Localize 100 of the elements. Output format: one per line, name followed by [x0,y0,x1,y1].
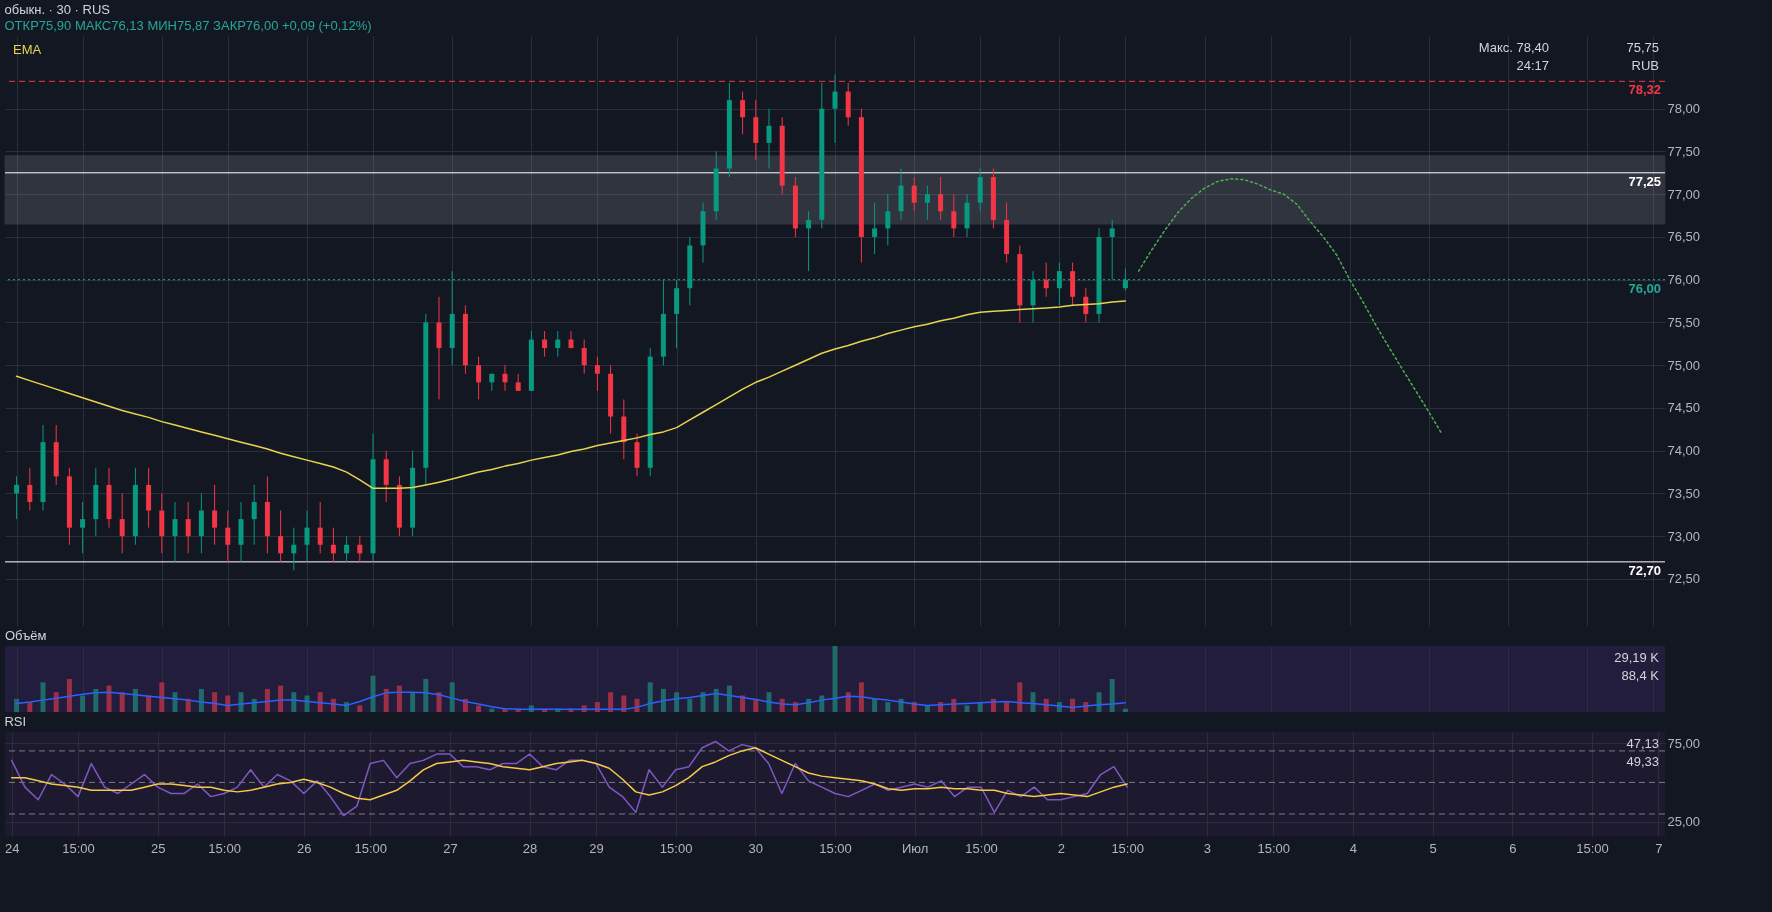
candlestick [581,339,587,375]
x-tick-label: 28 [522,840,538,856]
bar [198,688,204,712]
candlestick [568,330,574,349]
x-tick-label: 27 [443,840,458,856]
candlestick [476,356,482,400]
chart-title: Объём [5,628,47,643]
bar [726,685,732,712]
candlestick [542,330,548,358]
bar [106,685,112,712]
candlestick [1109,219,1115,281]
ref-line-label: 76,00 [1628,280,1661,296]
x-tick-label: 15:00 [208,840,241,856]
y-tick-label: 73,50 [1667,485,1701,501]
candlestick [924,185,930,221]
y-tick-label: 75,00 [1667,735,1701,751]
bar [1109,679,1115,712]
bar [396,685,402,712]
bar [766,692,772,712]
candlestick [357,535,363,563]
candlestick [1056,262,1062,306]
x-tick-label: 15:00 [659,840,693,856]
x-tick-label: 24 [4,840,20,856]
y-tick-label: 77,50 [1667,143,1701,159]
bar [423,679,429,712]
annotation: 49,33 [1626,754,1659,769]
x-tick-label: 26 [297,840,312,856]
x-tick-label: 4 [1349,840,1358,856]
candlestick [1122,268,1128,292]
line-series [10,747,1128,801]
x-tick-label: 5 [1429,840,1437,856]
y-tick-label: 25,00 [1667,814,1701,830]
bar [80,695,86,712]
chart-title: обыкн. · 30 · RUS [4,2,111,17]
bar [713,688,719,712]
y-tick-label: 75,50 [1667,314,1701,330]
candlestick [291,527,297,571]
annotation: 47,13 [1626,736,1659,751]
x-tick-label: 15:00 [1576,840,1609,856]
bar [858,682,864,712]
line-series [1137,178,1443,436]
x-tick-label: 2 [1057,840,1065,856]
bar [872,698,878,712]
bar [845,692,851,712]
line-series [10,740,1128,817]
x-tick-label: 29 [589,840,604,856]
bar [594,702,600,712]
candlestick [172,501,178,563]
annotation: RUB [1631,58,1659,73]
bar [660,688,666,712]
ref-line-label: 72,70 [1628,562,1661,578]
x-tick-label: 30 [748,840,764,856]
candlestick [911,176,917,212]
bar [291,692,297,712]
bar [449,682,455,712]
candlestick [212,484,218,546]
candlestick [1043,262,1049,298]
bar [1004,702,1010,712]
bar [964,705,970,712]
bar [66,679,72,712]
annotation: 24:17 [1516,58,1549,73]
text: EMA [13,42,42,57]
bar [476,705,482,712]
candlestick [594,356,600,392]
y-tick-label: 76,50 [1667,229,1701,245]
candlestick [740,91,746,135]
x-tick-label: 6 [1509,840,1517,856]
annotation: 88,4 K [1621,668,1660,683]
candlestick [502,364,508,392]
x-tick-label: 15:00 [1257,840,1291,856]
x-tick-label: 15:00 [62,840,95,856]
y-tick-label: 76,00 [1667,272,1701,288]
bar [93,688,99,712]
candlestick [951,193,957,238]
candlestick [14,475,20,520]
annotation: Макс. 78,40 [1478,40,1549,55]
y-tick-label: 72,50 [1667,571,1701,587]
x-tick-label: Июл [901,840,929,856]
bar [40,682,46,712]
x-tick-label: 15:00 [354,840,387,856]
x-tick-label: 15:00 [1111,840,1144,856]
y-tick-label: 77,00 [1667,186,1701,202]
candlestick [872,202,878,255]
x-tick-label: 3 [1203,840,1211,856]
candlestick [885,193,891,246]
bar [436,692,442,712]
bar [317,692,323,712]
y-tick-label: 75,00 [1667,357,1701,373]
bar [132,688,138,712]
x-tick-label: 15:00 [965,840,998,856]
bar [119,692,125,712]
bar [278,685,284,712]
annotation: 75,75 [1626,40,1659,55]
bar [53,692,59,712]
bar [1030,692,1036,712]
bar [238,692,244,712]
chart-subtitle: ОТКР75,90 МАКС76,13 МИН75,87 ЗАКР76,00 +0,09 (+0,12%) [4,18,372,33]
candlestick [317,501,323,554]
candlestick [938,176,944,221]
bar [264,688,270,712]
